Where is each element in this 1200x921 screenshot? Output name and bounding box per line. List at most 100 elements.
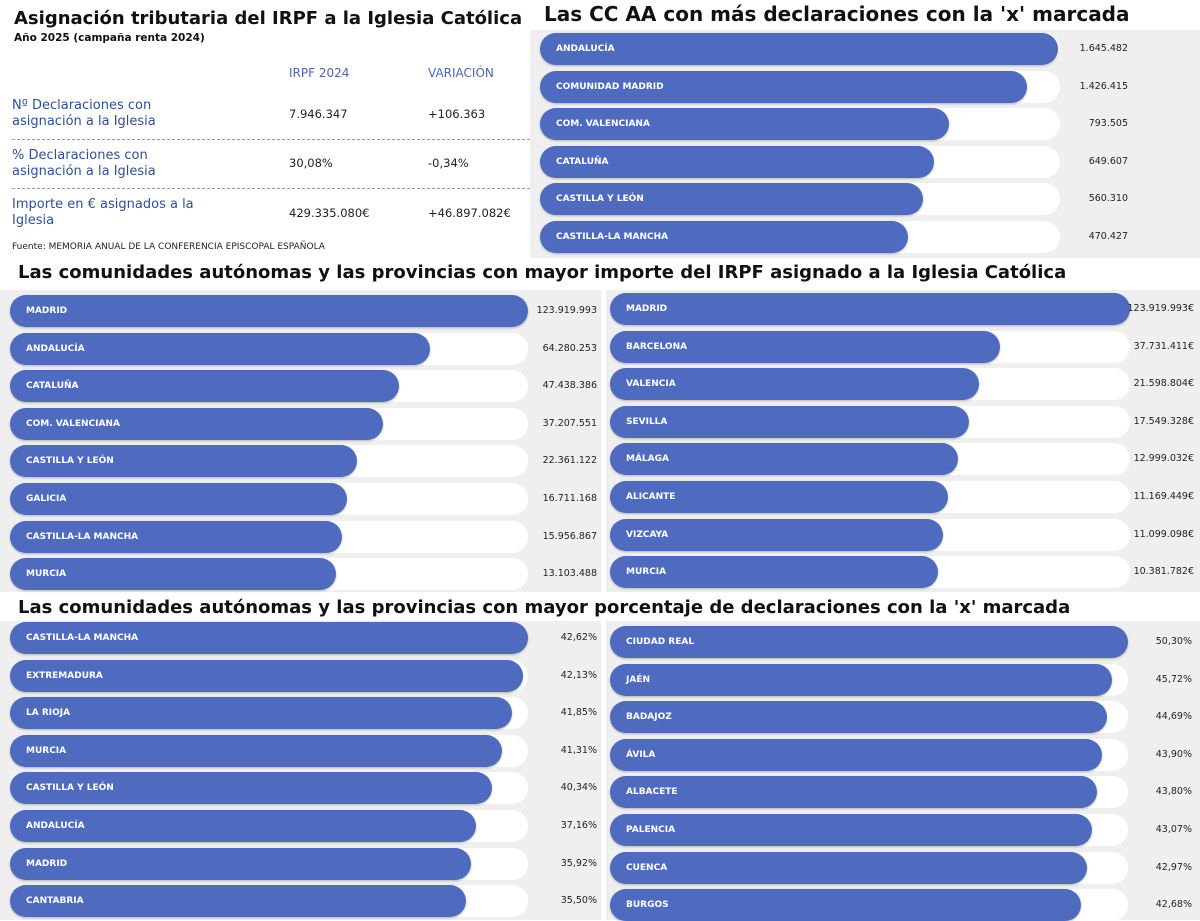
bar-row: VALENCIA 21.598.804€: [610, 368, 1194, 401]
bar: [10, 847, 471, 880]
bar-value-label: 43,07%: [1155, 824, 1192, 835]
bar-label: EXTREMADURA: [26, 670, 103, 681]
bar-row: BARCELONA 37.731.411€: [610, 330, 1194, 363]
bar-value-label: 42,68%: [1155, 899, 1192, 911]
bar-value-label: 35,92%: [560, 857, 597, 869]
row-label: % Declaraciones con asignación a la Igle…: [12, 148, 156, 179]
row-irpf-value: 30,08%: [289, 156, 333, 170]
bar: [10, 483, 347, 515]
bar: [10, 697, 512, 730]
bar-label: CASTILLA Y LEÓN: [26, 456, 114, 467]
bar: [540, 33, 1058, 65]
bar-row: CIUDAD REAL 50,30%: [610, 626, 1192, 658]
bar: [610, 851, 1087, 884]
bar: [610, 368, 979, 401]
bar-label: CASTILLA-LA MANCHA: [26, 531, 139, 542]
bar-value-label: 37.207.551: [542, 417, 597, 429]
bar-label: BURGOS: [626, 900, 669, 911]
bar-label: CATALUÑA: [556, 156, 609, 167]
bar-row: PALENCIA 43,07%: [610, 814, 1192, 846]
bar-row: CUENCA 42,97%: [610, 851, 1192, 884]
table-row: % Declaraciones con asignación a la Igle…: [12, 140, 530, 189]
bar-row: BADAJOZ 44,69%: [610, 701, 1192, 734]
bar-label: COM. VALENCIANA: [556, 119, 650, 130]
bar-value-label: 22.361.122: [542, 455, 597, 467]
bar-label: MURCIA: [626, 567, 667, 578]
bar: [610, 481, 948, 513]
bar-row: JAÉN 45,72%: [610, 663, 1192, 696]
bar-value-label: 1.645.482: [1079, 43, 1128, 54]
bar-value-label: 42,62%: [560, 632, 597, 643]
chart-panel-importe-ccaa: MADRID 123.919.993 ANDALUCÍA 64.280.253 CATA…: [0, 290, 601, 592]
row-variacion-value: +106.363: [428, 107, 486, 121]
bar: [610, 293, 1130, 325]
bar-value-label: 123.919.993: [536, 305, 597, 316]
bar-value-label: 37.731.411€: [1133, 340, 1194, 352]
bar-row: SEVILLA 17.549.328€: [610, 405, 1194, 438]
bar: [10, 558, 336, 591]
bar-label: MADRID: [26, 306, 68, 316]
bar-value-label: 13.103.488: [542, 568, 597, 580]
bar-label: COMUNIDAD MADRID: [556, 81, 664, 92]
bar-row: CASTILLA-LA MANCHA 470.427: [540, 221, 1128, 253]
bar-row: CASTILLA Y LEÓN 22.361.122: [10, 445, 597, 478]
bar-row: EXTREMADURA 42,13%: [10, 659, 597, 692]
bar-label: CATALUÑA: [26, 381, 79, 392]
bar-value-label: 35,50%: [560, 895, 597, 907]
bar-row: MÁLAGA 12.999.032€: [610, 443, 1194, 476]
bar: [610, 814, 1092, 846]
bar-value-label: 11.169.449€: [1133, 491, 1194, 502]
bar-row: MURCIA 41,31%: [10, 734, 597, 767]
bar-value-label: 12.999.032€: [1133, 453, 1194, 465]
row-label: Importe en € asignados a la Iglesia: [12, 197, 194, 228]
bar-label: MURCIA: [26, 745, 67, 756]
chart-panel-declaraciones: ANDALUCÍA 1.645.482 COMUNIDAD MADRID 1.426.…: [530, 30, 1200, 258]
bar: [610, 663, 1112, 696]
bar-label: CASTILLA Y LEÓN: [26, 783, 114, 794]
bar-value-label: 123.919.993€: [1127, 303, 1194, 314]
bar-value-label: 41,31%: [560, 744, 597, 756]
bar-row: GALICIA 16.711.168: [10, 483, 597, 515]
bar-value-label: 10.381.782€: [1133, 566, 1194, 578]
bar-row: ALBACETE 43,80%: [610, 776, 1192, 809]
bar-row: CASTILLA-LA MANCHA 15.956.867: [10, 520, 597, 553]
bar-value-label: 40,34%: [560, 782, 597, 794]
bar-label: BADAJOZ: [626, 712, 672, 723]
bar-label: MADRID: [626, 304, 668, 314]
bar-row: ALICANTE 11.169.449€: [610, 481, 1194, 513]
bar: [610, 405, 969, 438]
bar: [610, 889, 1081, 921]
bar-label: SEVILLA: [626, 416, 668, 427]
bar-value-label: 43,90%: [1155, 748, 1192, 760]
bar: [10, 659, 523, 692]
bar: [10, 885, 466, 918]
bar-row: MURCIA 10.381.782€: [610, 556, 1194, 589]
bar-value-label: 41,85%: [560, 707, 597, 719]
bar-label: CASTILLA-LA MANCHA: [556, 232, 669, 242]
bar-label: GALICIA: [26, 494, 67, 504]
table-title: Asignación tributaria del IRPF a la Igle…: [14, 8, 523, 29]
chart-title-declaraciones: Las CC AA con más declaraciones con la '…: [544, 2, 1130, 26]
bar-value-label: 42,13%: [560, 669, 597, 681]
bar-row: COMUNIDAD MADRID 1.426.415: [540, 70, 1128, 103]
bar: [610, 626, 1128, 658]
bar-value-label: 42,97%: [1155, 861, 1192, 873]
bar-label: CIUDAD REAL: [626, 637, 695, 647]
bar-label: BARCELONA: [626, 341, 688, 352]
source-note: Fuente: MEMORIA ANUAL DE LA CONFERENCIA …: [12, 242, 325, 252]
bar-value-label: 16.711.168: [542, 493, 597, 504]
bar-value-label: 47.438.386: [542, 380, 597, 392]
table-subtitle: Año 2025 (campaña renta 2024): [14, 32, 205, 44]
column-header-irpf: IRPF 2024: [289, 66, 350, 80]
bar: [540, 183, 923, 216]
bar-label: CUENCA: [626, 862, 668, 873]
bar: [610, 330, 1000, 363]
bar: [10, 622, 528, 654]
column-header-variacion: VARIACIÓN: [428, 66, 494, 80]
bar-value-label: 43,80%: [1155, 786, 1192, 798]
bar-label: CASTILLA-LA MANCHA: [26, 633, 139, 643]
bar-label: ÁVILA: [626, 749, 656, 760]
bar-value-label: 793.505: [1088, 118, 1128, 130]
row-variacion-value: -0,34%: [428, 156, 469, 170]
bar-row: CANTABRIA 35,50%: [10, 885, 597, 918]
